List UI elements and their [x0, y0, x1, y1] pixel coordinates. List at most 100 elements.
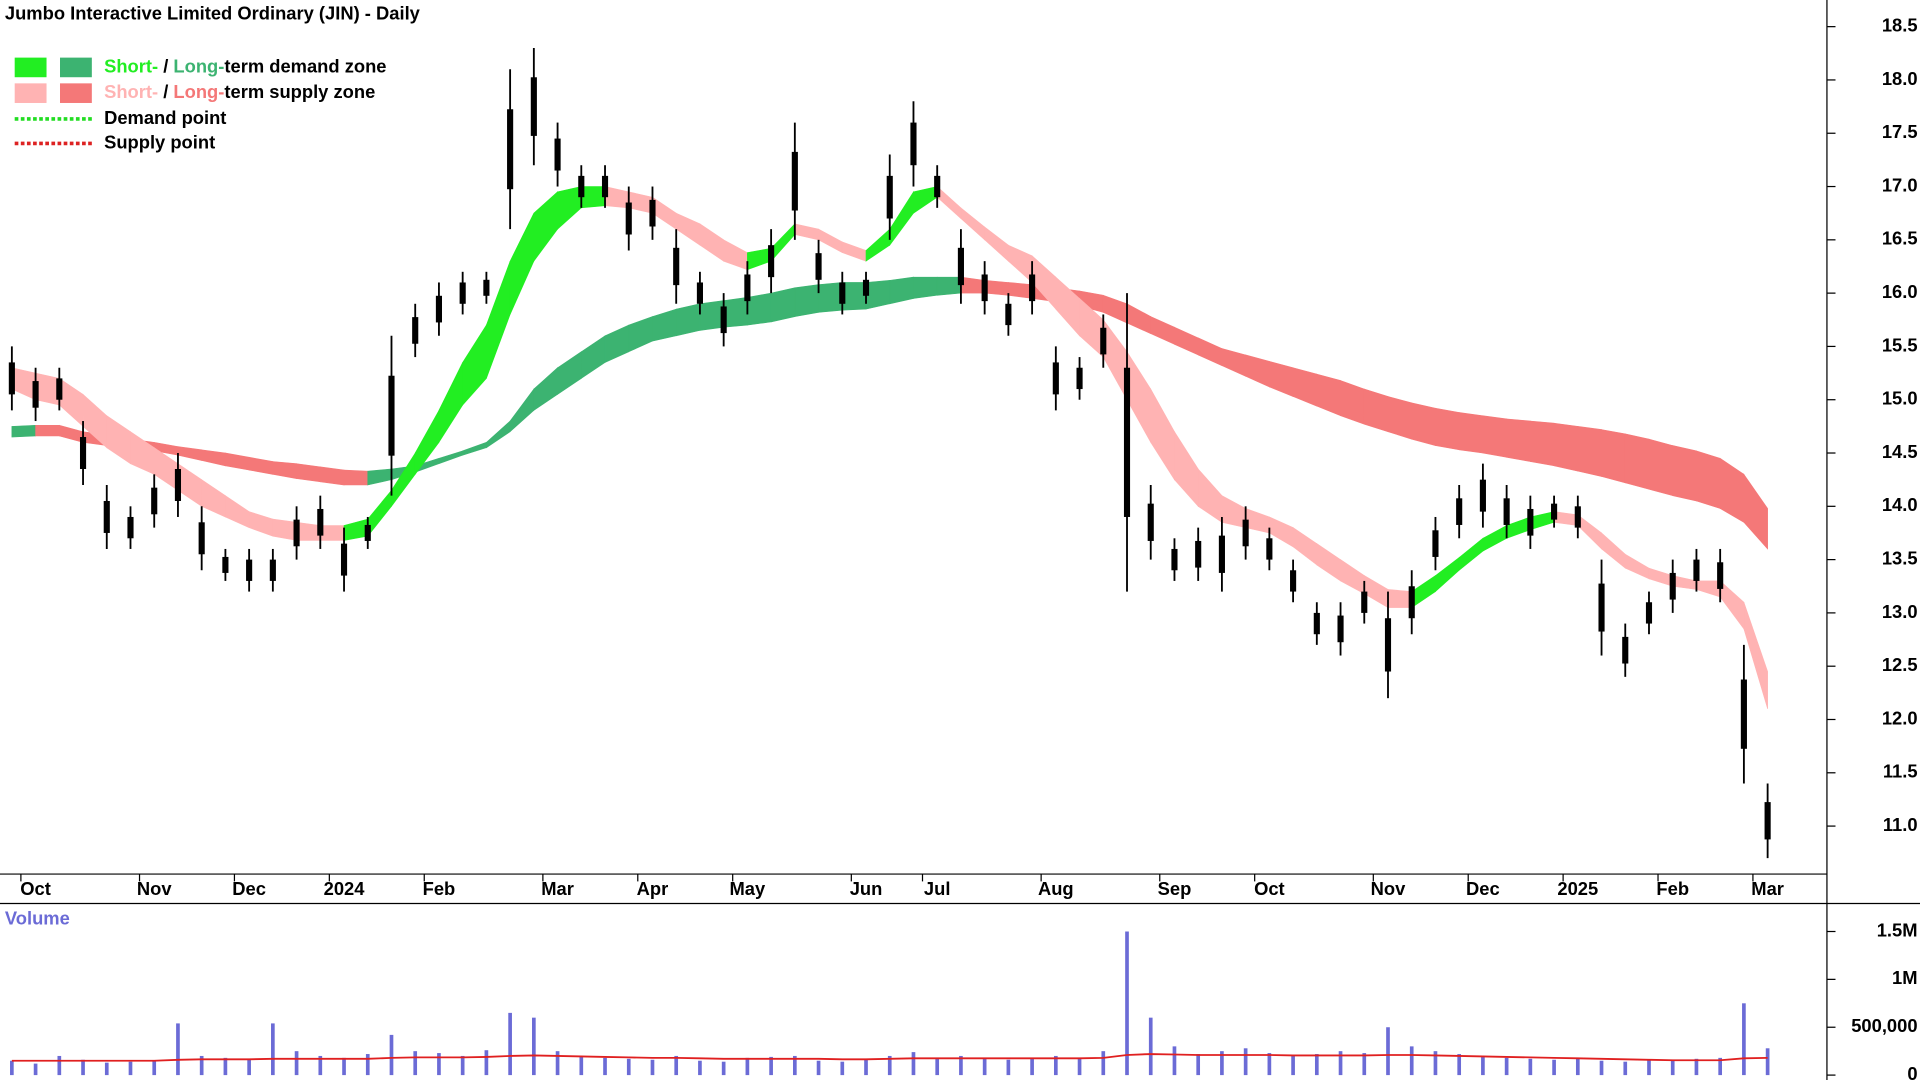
- zone-segment: [462, 324, 487, 406]
- price-body: [1147, 503, 1154, 541]
- volume-bar: [626, 1058, 631, 1076]
- zone-segment: [1435, 407, 1460, 451]
- volume-bar: [1243, 1048, 1248, 1076]
- volume-bar: [1528, 1058, 1533, 1076]
- zone-segment: [1719, 457, 1745, 523]
- volume-bar: [1338, 1051, 1343, 1076]
- price-body: [1693, 559, 1700, 581]
- price-body: [293, 519, 300, 547]
- price-body: [127, 516, 134, 539]
- zone-segment: [391, 451, 416, 508]
- volume-label: Volume: [5, 907, 70, 928]
- zone-segment: [1458, 412, 1484, 454]
- legend-part: Short-: [104, 81, 158, 102]
- volume-bar: [365, 1054, 370, 1076]
- zone-segment: [1387, 396, 1413, 440]
- volume-bar: [176, 1023, 180, 1076]
- price-body: [981, 274, 988, 302]
- volume-bar: [104, 1062, 109, 1076]
- price-body: [388, 375, 395, 456]
- zone-segment: [699, 300, 724, 331]
- zone-segment: [486, 420, 511, 449]
- x-tick-label: Jul: [924, 878, 951, 899]
- zone-segment: [1150, 316, 1175, 345]
- price-body: [1432, 530, 1439, 557]
- zone-segment: [960, 276, 985, 294]
- zone-segment: [59, 424, 84, 443]
- volume-bar: [959, 1055, 963, 1076]
- volume-bar: [745, 1057, 750, 1076]
- legend-swatch: [60, 57, 92, 78]
- y-tick-label: 12.5: [1882, 654, 1918, 675]
- volume-tick-label: 0: [1907, 1063, 1917, 1080]
- price-body: [483, 279, 490, 296]
- price-body: [1503, 498, 1510, 525]
- zone-segment: [1577, 514, 1602, 550]
- zone-segment: [936, 185, 962, 220]
- price-body: [79, 437, 87, 470]
- volume-bar: [1148, 1017, 1153, 1076]
- y-tick-label: 14.5: [1882, 441, 1918, 462]
- volume-bar: [318, 1055, 323, 1076]
- price-body: [1408, 586, 1415, 619]
- price-body: [1645, 602, 1653, 624]
- volume-bar: [484, 1050, 489, 1076]
- zone-segment: [320, 466, 345, 486]
- zone-segment: [1482, 524, 1507, 552]
- zone-segment: [1577, 426, 1602, 477]
- zone-segment: [201, 479, 226, 518]
- volume-bar: [1362, 1053, 1367, 1076]
- volume-bar: [1575, 1057, 1580, 1076]
- volume-bar: [81, 1059, 85, 1076]
- price-body: [1242, 519, 1249, 547]
- legend-label: Short- / Long-term supply zone: [104, 81, 375, 102]
- volume-bar: [199, 1055, 204, 1076]
- volume-bar: [1670, 1060, 1675, 1076]
- price-body: [1527, 508, 1534, 536]
- price-body: [886, 175, 893, 219]
- price-body: [1005, 303, 1012, 326]
- price-body: [815, 253, 822, 280]
- zone-segment: [960, 207, 985, 241]
- zone-segment: [1506, 516, 1531, 539]
- price-body: [1195, 540, 1202, 568]
- volume-bar: [10, 1060, 14, 1076]
- price-body: [625, 202, 632, 235]
- zone-segment: [1482, 415, 1507, 458]
- zone-segment: [1601, 429, 1626, 484]
- zone-segment: [1601, 532, 1626, 569]
- price-body: [269, 559, 276, 581]
- zone-segment: [248, 511, 274, 537]
- volume-bar: [1457, 1054, 1462, 1076]
- zone-segment: [1102, 318, 1128, 401]
- price-body: [1266, 538, 1273, 560]
- volume-bar: [1006, 1059, 1011, 1076]
- volume-bar: [128, 1061, 133, 1076]
- volume-bar: [840, 1061, 845, 1076]
- price-body: [1598, 583, 1605, 632]
- price-body: [246, 559, 253, 581]
- zone-segment: [1411, 575, 1436, 609]
- volume-bar: [247, 1058, 251, 1076]
- price-body: [554, 138, 561, 171]
- zone-segment: [1743, 602, 1768, 709]
- volume-bar: [1077, 1057, 1082, 1076]
- x-tick-label: Aug: [1038, 878, 1074, 899]
- volume-bar: [1433, 1051, 1438, 1076]
- zone-segment: [1672, 445, 1697, 502]
- y-tick-label: 18.0: [1882, 68, 1918, 89]
- zone-segment: [723, 239, 748, 271]
- volume-bar: [437, 1053, 441, 1076]
- volume-bar: [271, 1023, 275, 1076]
- zone-segment: [177, 446, 202, 461]
- y-tick-label: 11.5: [1883, 761, 1918, 782]
- zone-segment: [1008, 282, 1033, 299]
- zone-segment: [1696, 450, 1721, 509]
- price-body: [1052, 362, 1059, 395]
- volume-bar: [1765, 1048, 1770, 1076]
- volume-bar: [1101, 1051, 1106, 1076]
- price-body: [1740, 679, 1747, 749]
- zone-segment: [580, 186, 606, 209]
- price-body: [1313, 612, 1320, 635]
- volume-bar: [1172, 1046, 1177, 1076]
